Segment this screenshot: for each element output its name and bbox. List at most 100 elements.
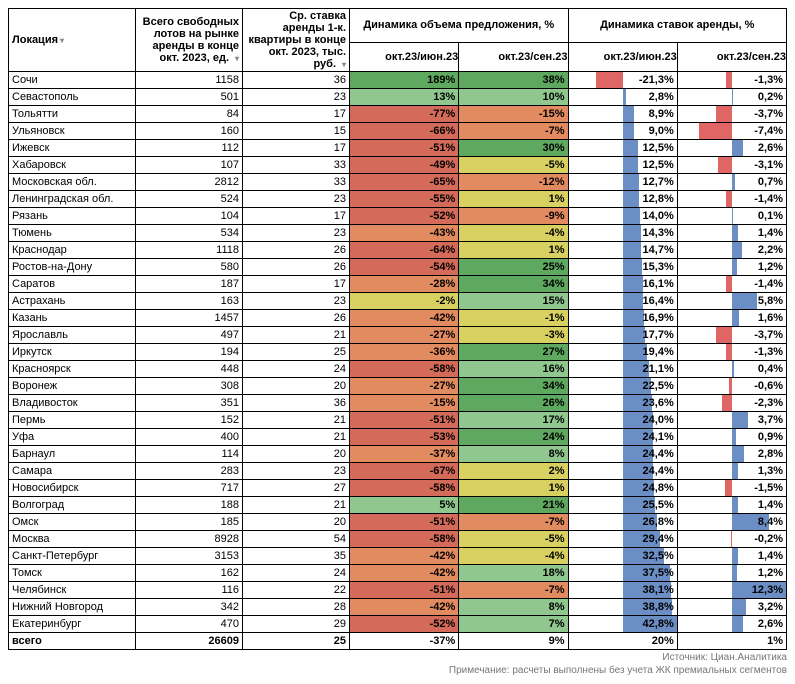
location-cell: Ульяновск xyxy=(9,123,136,140)
rate-dyn-cell: 14,7% xyxy=(568,242,677,259)
supply-dyn-cell: -49% xyxy=(350,157,459,174)
rate-cell: 23 xyxy=(243,225,350,242)
supply-dyn-cell: -58% xyxy=(350,361,459,378)
lots-cell: 470 xyxy=(136,616,243,633)
table-row: Ижевск11217-51%30%12,5%2,6% xyxy=(9,140,787,157)
rate-dyn-cell: 12,5% xyxy=(568,157,677,174)
supply-dyn-cell: -42% xyxy=(350,565,459,582)
rental-market-table: Локация▾ Всего свободных лотов на рынке … xyxy=(8,8,787,650)
sort-icon: ▾ xyxy=(338,60,346,68)
rate-cell: 24 xyxy=(243,361,350,378)
supply-dyn-cell: -5% xyxy=(459,157,568,174)
supply-dyn-cell: -67% xyxy=(350,463,459,480)
rate-dyn-cell: 23,6% xyxy=(568,395,677,412)
rate-dyn-cell: -2,3% xyxy=(677,395,786,412)
lots-cell: 116 xyxy=(136,582,243,599)
rate-dyn-cell: -1,3% xyxy=(677,344,786,361)
header-supply-jun[interactable]: окт.23/июн.23 xyxy=(350,42,459,71)
supply-dyn-cell: -53% xyxy=(350,429,459,446)
rate-dyn-cell: -21,3% xyxy=(568,72,677,89)
header-location[interactable]: Локация▾ xyxy=(9,9,136,72)
supply-dyn-cell: -66% xyxy=(350,123,459,140)
rate-cell: 20 xyxy=(243,378,350,395)
rate-dyn-cell: -0,2% xyxy=(677,531,786,548)
supply-dyn-cell: 1% xyxy=(459,242,568,259)
location-cell: Самара xyxy=(9,463,136,480)
source-footnote: Источник: Циан.Аналитика xyxy=(8,652,787,663)
rate-cell: 35 xyxy=(243,548,350,565)
supply-dyn-cell: -7% xyxy=(459,123,568,140)
note-footnote: Примечание: расчеты выполнены без учета … xyxy=(8,665,787,676)
header-lots[interactable]: Всего свободных лотов на рынке аренды в … xyxy=(136,9,243,72)
supply-dyn-cell: -3% xyxy=(459,327,568,344)
rate-dyn-cell: 1,4% xyxy=(677,497,786,514)
rate-cell: 28 xyxy=(243,599,350,616)
location-cell: Севастополь xyxy=(9,89,136,106)
table-row: Уфа40021-53%24%24,1%0,9% xyxy=(9,429,787,446)
header-rate[interactable]: Ср. ставка аренды 1-к. квартиры в конце … xyxy=(243,9,350,72)
supply-dyn-cell: 24% xyxy=(459,429,568,446)
rate-cell: 20 xyxy=(243,446,350,463)
lots-cell: 351 xyxy=(136,395,243,412)
lots-cell: 534 xyxy=(136,225,243,242)
lots-cell: 188 xyxy=(136,497,243,514)
supply-dyn-cell: -64% xyxy=(350,242,459,259)
rate-dyn-cell: 5,8% xyxy=(677,293,786,310)
supply-dyn-cell: -1% xyxy=(459,310,568,327)
supply-dyn-cell: -42% xyxy=(350,310,459,327)
sort-icon: ▾ xyxy=(231,54,239,62)
table-row: Ульяновск16015-66%-7%9,0%-7,4% xyxy=(9,123,787,140)
header-rate-jun[interactable]: окт.23/июн.23 xyxy=(568,42,677,71)
supply-dyn-cell: 27% xyxy=(459,344,568,361)
table-row: Тольятти8417-77%-15%8,9%-3,7% xyxy=(9,106,787,123)
supply-dyn-cell: 16% xyxy=(459,361,568,378)
supply-dyn-cell: 17% xyxy=(459,412,568,429)
lots-cell: 104 xyxy=(136,208,243,225)
location-cell: Ленинградская обл. xyxy=(9,191,136,208)
supply-dyn-cell: 8% xyxy=(459,599,568,616)
supply-dyn-cell: -15% xyxy=(459,106,568,123)
rate-dyn-cell: 2,6% xyxy=(677,140,786,157)
rate-dyn-cell: 2,8% xyxy=(568,89,677,106)
lots-cell: 308 xyxy=(136,378,243,395)
rate-dyn-cell: -1,4% xyxy=(677,276,786,293)
header-supply-sep[interactable]: окт.23/сен.23 xyxy=(459,42,568,71)
rate-dyn-cell: 22,5% xyxy=(568,378,677,395)
rate-cell: 36 xyxy=(243,72,350,89)
table-row: Ярославль49721-27%-3%17,7%-3,7% xyxy=(9,327,787,344)
rate-dyn-cell: 0,1% xyxy=(677,208,786,225)
rate-cell: 26 xyxy=(243,242,350,259)
rate-dyn-cell: 1% xyxy=(677,633,786,650)
table-row: Воронеж30820-27%34%22,5%-0,6% xyxy=(9,378,787,395)
header-supply-dyn: Динамика объема предложения, % xyxy=(350,9,569,43)
rate-dyn-cell: -7,4% xyxy=(677,123,786,140)
table-row: Иркутск19425-36%27%19,4%-1,3% xyxy=(9,344,787,361)
location-cell: Тюмень xyxy=(9,225,136,242)
rate-dyn-cell: 12,5% xyxy=(568,140,677,157)
rate-dyn-cell: 1,6% xyxy=(677,310,786,327)
rate-dyn-cell: -3,7% xyxy=(677,106,786,123)
rate-dyn-cell: -3,1% xyxy=(677,157,786,174)
supply-dyn-cell: -55% xyxy=(350,191,459,208)
location-cell: Рязань xyxy=(9,208,136,225)
supply-dyn-cell: 1% xyxy=(459,480,568,497)
lots-cell: 160 xyxy=(136,123,243,140)
rate-dyn-cell: 24,1% xyxy=(568,429,677,446)
table-row: Казань145726-42%-1%16,9%1,6% xyxy=(9,310,787,327)
location-cell: Краснодар xyxy=(9,242,136,259)
location-cell: Астрахань xyxy=(9,293,136,310)
rate-cell: 26 xyxy=(243,259,350,276)
rate-cell: 33 xyxy=(243,157,350,174)
header-rate-sep[interactable]: окт.23/сен.23 xyxy=(677,42,786,71)
rate-cell: 29 xyxy=(243,616,350,633)
supply-dyn-cell: -42% xyxy=(350,599,459,616)
rate-dyn-cell: 12,3% xyxy=(677,582,786,599)
lots-cell: 84 xyxy=(136,106,243,123)
location-cell: Пермь xyxy=(9,412,136,429)
rate-dyn-cell: 20% xyxy=(568,633,677,650)
rate-dyn-cell: 32,5% xyxy=(568,548,677,565)
lots-cell: 283 xyxy=(136,463,243,480)
rate-dyn-cell: 29,4% xyxy=(568,531,677,548)
lots-cell: 26609 xyxy=(136,633,243,650)
lots-cell: 162 xyxy=(136,565,243,582)
